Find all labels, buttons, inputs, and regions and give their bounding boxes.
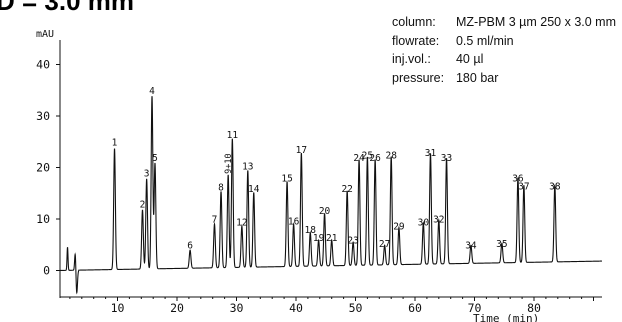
peak-label: 19: [313, 233, 325, 244]
peak-label: 38: [549, 181, 561, 192]
peak-label: 33: [441, 153, 452, 164]
peak-label: 1: [112, 137, 118, 148]
condition-label: column:: [392, 15, 436, 29]
peak-label: 23: [347, 235, 358, 246]
x-tick-label: 20: [170, 301, 184, 315]
peak-label: 29: [393, 221, 405, 232]
peak-label: 30: [418, 217, 430, 228]
peak-label: 5: [152, 153, 158, 164]
peak-label: 25: [362, 150, 373, 161]
condition-value: 180 bar: [455, 70, 499, 85]
peak-label: 14: [248, 184, 260, 195]
y-tick-label: 10: [36, 212, 50, 226]
y-tick-label: 40: [36, 58, 50, 72]
peak-label: 8: [218, 182, 224, 193]
condition-row: column: MZ-PBM 3 µm 250 x 3.0 mm: [392, 14, 622, 33]
peak-label: 9+10: [224, 153, 234, 173]
peak-label: 32: [433, 215, 444, 226]
condition-label: pressure:: [392, 70, 445, 85]
peak-label: 21: [326, 233, 338, 244]
x-tick-label: 80: [527, 301, 541, 315]
peak-label: 16: [288, 216, 300, 227]
peak-label: 17: [296, 145, 307, 156]
condition-row: flowrate: 0.5 ml/min: [392, 33, 622, 52]
x-tick-label: 70: [468, 301, 482, 315]
peak-label: 36: [512, 174, 524, 185]
condition-row: inj.vol.: 40 µl: [392, 51, 622, 70]
condition-row: pressure: 180 bar: [392, 70, 622, 89]
peak-label: 4: [149, 86, 155, 97]
peak-label: 28: [385, 150, 397, 161]
peak-label: 35: [496, 239, 507, 250]
peak-label: 7: [212, 215, 218, 226]
peak-label: 2: [140, 199, 146, 210]
conditions-table: column: MZ-PBM 3 µm 250 x 3.0 mm flowrate:…: [392, 14, 622, 88]
y-tick-label: 20: [36, 161, 50, 175]
peak-label: 15: [281, 174, 292, 185]
peak-label: 22: [341, 184, 352, 195]
peak-label: 26: [369, 153, 381, 164]
peak-label: 20: [319, 206, 331, 217]
peak-label: 3: [144, 168, 150, 179]
peak-label: 18: [305, 225, 317, 236]
condition-label: flowrate:: [392, 33, 440, 48]
peak-label: 11: [227, 130, 239, 141]
x-tick-label: 10: [111, 301, 125, 315]
y-tick-label: 0: [43, 264, 50, 278]
peak-label: 34: [465, 240, 477, 251]
x-tick-label: 60: [408, 301, 422, 315]
peak-label: 27: [379, 239, 390, 250]
condition-value: 0.5 ml/min: [455, 33, 514, 48]
figure-title-fragment: D = 3.0 mm: [0, 0, 135, 16]
condition-label: inj.vol.:: [392, 52, 431, 66]
condition-value: MZ-PBM 3 µm 250 x 3.0 mm: [455, 15, 616, 29]
x-tick-label: 40: [289, 301, 303, 315]
x-tick-label: 30: [230, 301, 244, 315]
peak-label: 6: [187, 240, 193, 251]
y-tick-label: 30: [36, 109, 50, 123]
peak-label: 13: [242, 162, 253, 173]
peak-label: 24: [353, 153, 365, 164]
x-tick-label: 50: [349, 301, 363, 315]
x-axis-label: Time (min): [473, 312, 539, 322]
chromatogram-trace: [59, 96, 602, 295]
peak-label: 37: [518, 181, 529, 192]
y-axis-label: mAU: [36, 29, 54, 40]
peak-label: 12: [236, 217, 247, 228]
peak-label: 31: [425, 148, 437, 159]
condition-value: 40 µl: [455, 52, 484, 66]
